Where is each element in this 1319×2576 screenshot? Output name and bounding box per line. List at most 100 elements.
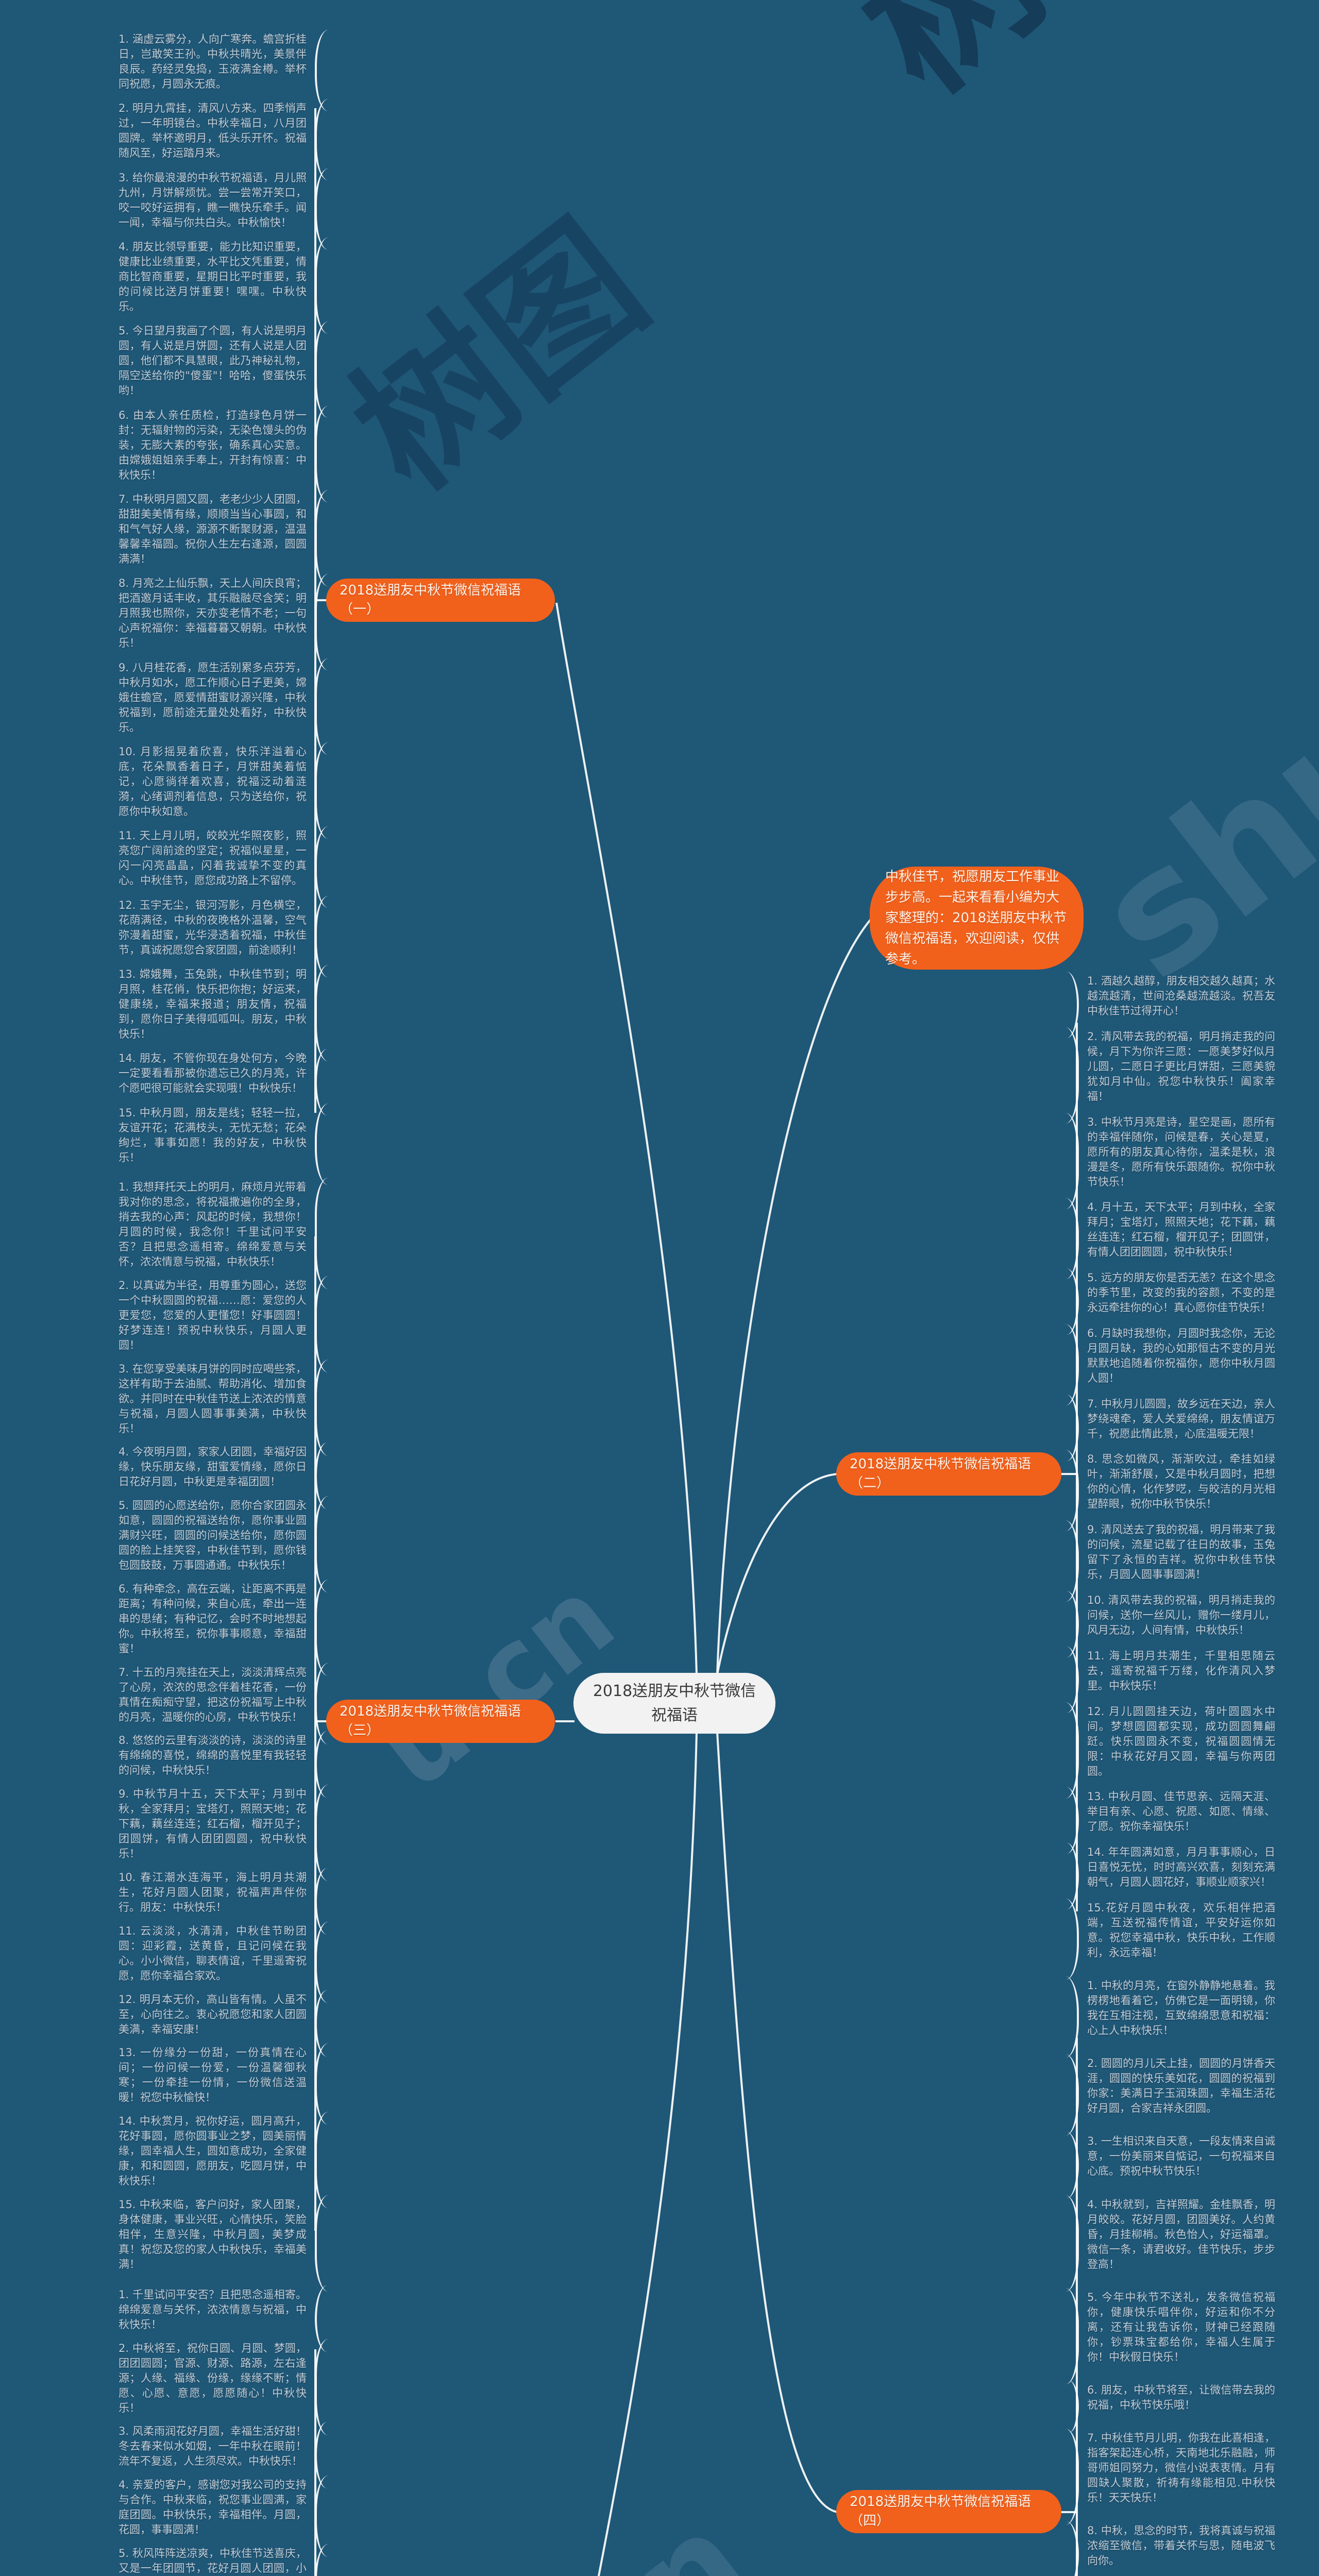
greeting-text: 15. 中秋月圆，朋友是线；轻轻一拉，友谊开花；花满枝头，无忧无愁；花朵绚烂，事…: [119, 1106, 307, 1164]
greeting-item: 3. 给你最浪漫的中秋节祝福语，月儿照九州，月饼解烦忧。尝一尝常开笑口，咬一咬好…: [119, 168, 317, 250]
greeting-item: 3. 一生相识来自天意，一段友情来自诚意，一份美丽来自惦记，一句祝福来自心底。预…: [1077, 2132, 1275, 2199]
branch-connector-arc: [1063, 2132, 1079, 2199]
branch-connector-arc: [1063, 1843, 1079, 1910]
greeting-item: 1. 中秋的月亮，在窗外静静地悬着。我楞楞地看着它，仿佛它是一面明镜，你我在互相…: [1077, 1976, 1275, 2058]
greeting-item: 4. 亲爱的客户，感谢您对我公司的支持与合作。中秋来临，祝您事业圆满，家庭团圆。…: [119, 2476, 317, 2557]
branch-connector-arc: [315, 321, 330, 418]
greeting-text: 10. 月影摇晃着欣喜，快乐洋溢着心底，花朵飘香着日子，月饼甜美着惦记，心愿徜徉…: [119, 745, 307, 818]
branch-node-2[interactable]: 2018送朋友中秋节微信祝福语（二）: [836, 1452, 1061, 1496]
branch5-items-column: 1. 千里试问平安否？且把思念遥相寄。绵绵爱意与关怀，浓浓情意与祝福，中秋快乐！…: [119, 2285, 317, 2576]
greeting-item: 7. 十五的月亮挂在天上，淡淡清辉点亮了心房，浓浓的思念伴着桂花香，一份真情在痴…: [119, 1663, 317, 1744]
connector-center-to-branch4: [716, 1732, 838, 2513]
branch-connector-arc: [315, 1579, 330, 1676]
branch-connector-arc: [315, 99, 330, 181]
greeting-item: 4. 朋友比领导重要，能力比知识重要，健康比业绩重要，水平比文凭重要，情商比智商…: [119, 238, 317, 334]
greeting-text: 13. 嫦娥舞，玉兔跳，中秋佳节到；明月照，桂花俏，快乐把你抱；好运来，健康绕，…: [119, 968, 307, 1041]
branch-connector-arc: [315, 2476, 330, 2557]
branch-connector-arc: [1063, 2287, 1079, 2384]
greeting-text: 2. 明月九霄挂，清风八方来。四季悄声过，一年明镜台。中秋幸福日，八月团圆牌。举…: [119, 102, 307, 160]
intro-node[interactable]: 中秋佳节，祝愿朋友工作事业步步高。一起来看看小编为大家整理的：2018送朋友中秋…: [870, 867, 1084, 970]
greeting-item: 8. 思念如微风，渐渐吹过，牵挂如绿叶，渐渐舒展，又是中秋月圆时，把想你的心情，…: [1077, 1450, 1275, 1532]
branch-connector-arc: [1063, 1787, 1079, 1854]
branch-connector-arc: [1063, 1027, 1079, 1124]
branch-connector-arc: [315, 2338, 330, 2435]
greeting-item: 5. 秋风阵阵送凉爽，中秋佳节送喜庆，又是一年团圆节，花好月圆人团圆，小小微信把…: [119, 2544, 317, 2576]
branch-node-3[interactable]: 2018送朋友中秋节微信祝福语（三）: [326, 1700, 555, 1743]
greeting-item: 7. 中秋月儿圆圆，故乡远在天边，亲人梦绕魂牵，爱人关爱绵绵，朋友情谊万千，祝愿…: [1077, 1394, 1275, 1461]
greeting-text: 6. 朋友，中秋节将至，让微信带去我的祝福，中秋节快乐哦！: [1087, 2384, 1275, 2412]
greeting-text: 11. 海上明月共潮生，千里相思随云去，遥寄祝福千万缕，化作清风入梦里。中秋快乐…: [1087, 1649, 1275, 1692]
greeting-item: 12. 明月本无价，高山皆有情。人虽不至，心向往之。衷心祝愿您和家人团圆美满，幸…: [119, 1990, 317, 2057]
greeting-text: 6. 有种牵念，高在云端，让距离不再是距离；有种问候，来自心底，牵出一连串的思绪…: [119, 1582, 307, 1655]
branch-connector-arc: [315, 1276, 330, 1372]
greeting-text: 3. 风柔雨润花好月圆，幸福生活好甜！冬去春来似水如烟，一年中秋在眼前！流年不复…: [119, 2425, 307, 2468]
greeting-text: 4. 亲爱的客户，感谢您对我公司的支持与合作。中秋来临，祝您事业圆满，家庭团圆。…: [119, 2479, 307, 2536]
greeting-text: 8. 中秋，思念的时节，我将真诚与祝福浓缩至微信，带着关怀与思，随电波飞向你。: [1087, 2524, 1275, 2567]
greeting-item: 2. 以真诚为半径，用尊重为圆心，送您一个中秋圆圆的祝福……愿：爱您的人更爱您，…: [119, 1276, 317, 1372]
greeting-item: 15. 中秋来临，客户问好，家人团聚，身体健康，事业兴旺，心情快乐，笑脸相伴，生…: [119, 2195, 317, 2292]
branch-connector-arc: [315, 826, 330, 908]
branch-connector-arc: [315, 1731, 330, 1798]
greeting-text: 5. 圆圆的心愿送给你，愿你合家团圆永如意，圆圆的祝福送给你，愿你事业圆满财兴旺…: [119, 1499, 307, 1572]
branch-connector-arc: [315, 2112, 330, 2209]
branch2-items-column: 1. 酒越久越醇，朋友相交越久越真；水越流越清，世间沧桑越流越淡。祝吾友中秋佳节…: [1077, 972, 1275, 1980]
greeting-item: 6. 朋友，中秋节将至，让微信带去我的祝福，中秋节快乐哦！: [1077, 2381, 1275, 2433]
greeting-text: 15.花好月圆中秋夜，欢乐相伴把酒端，互送祝福传情谊，平安好运你如意。祝您幸福中…: [1087, 1901, 1275, 1959]
branch-connector-arc: [1063, 1450, 1079, 1532]
greeting-text: 2. 圆圆的月儿天上挂，圆圆的月饼香天涯，圆圆的快乐美如花，圆圆的祝福到你家：美…: [1087, 2057, 1275, 2115]
greeting-item: 11. 海上明月共潮生，千里相思随云去，遥寄祝福千万缕，化作清风入梦里。中秋快乐…: [1077, 1646, 1275, 1713]
greeting-item: 9. 清风送去了我的祝福，明月带来了我的问候，流星记载了往日的故事，玉兔留下了永…: [1077, 1520, 1275, 1602]
greeting-text: 5. 秋风阵阵送凉爽，中秋佳节送喜庆，又是一年团圆节，花好月圆人团圆，小小微信把…: [119, 2547, 307, 2574]
greeting-text: 4. 朋友比领导重要，能力比知识重要，健康比业绩重要，水平比文凭重要，情商比智商…: [119, 241, 307, 313]
connector-center-to-intro: [716, 917, 873, 1675]
greeting-text: 12. 月儿圆圆挂天边，荷叶圆圆水中间。梦想圆圆都实现，成功圆圆舞翩跹。快乐圆圆…: [1087, 1705, 1275, 1777]
greeting-item: 10. 清风带去我的祝福，明月捎走我的问候，送你一丝风儿，赠你一缕月儿，风月无边…: [1077, 1591, 1275, 1658]
branch-connector-arc: [315, 1921, 330, 2003]
center-topic-node[interactable]: 2018送朋友中秋节微信祝福语: [573, 1673, 775, 1734]
greeting-text: 6. 月缺时我想你，月圆时我念你，无论月圆月缺，我的心如那恒古不变的月光默默地追…: [1087, 1327, 1275, 1384]
branch-connector-arc: [315, 405, 330, 502]
branch-connector-arc: [315, 1359, 330, 1456]
greeting-item: 1. 涵虚云雾分，人向广寒奔。蟾宫折桂日，岂敢笑王孙。中秋共晴光，美景伴良辰。药…: [119, 30, 317, 111]
greeting-text: 1. 我想拜托天上的明月，麻烦月光带着我对你的思念，将祝福撒遍你的全身，捎去我的…: [119, 1181, 307, 1268]
branch-connector-arc: [315, 2043, 330, 2125]
branch-connector-arc: [1063, 2429, 1079, 2526]
greeting-text: 4. 中秋就到，吉祥照耀。金桂飘香，明月皎皎。花好月圆，团圆美好。人约黄昏，月挂…: [1087, 2198, 1275, 2270]
greeting-item: 4. 今夜明月圆，家家人团圆，幸福好因缘，快乐朋友缘，甜蜜爱情缘，愿你日日花好月…: [119, 1443, 317, 1510]
greeting-text: 14. 年年圆满如意，月月事事顺心，日日喜悦无忧，时时高兴欢喜，刻刻充满朝气，月…: [1087, 1846, 1275, 1889]
greeting-text: 1. 涵虚云雾分，人向广寒奔。蟾宫折桂日，岂敢笑王孙。中秋共晴光，美景伴良辰。药…: [119, 33, 307, 90]
branch-connector-arc: [315, 1103, 330, 1185]
greeting-text: 4. 今夜明月圆，家家人团圆，幸福好因缘，快乐朋友缘，甜蜜爱情缘，愿你日日花好月…: [119, 1446, 307, 1488]
branch-connector-arc: [315, 490, 330, 587]
branch-connector-arc: [1063, 1268, 1079, 1335]
greeting-text: 12. 明月本无价，高山皆有情。人虽不至，心向往之。衷心祝愿您和家人团圆美满，幸…: [119, 1993, 307, 2036]
greeting-item: 1. 我想拜托天上的明月，麻烦月光带着我对你的思念，将祝福撒遍你的全身，捎去我的…: [119, 1178, 317, 1289]
greeting-item: 11. 天上月儿明，皎皎光华照夜影，照亮您广阔前途的坚定；祝福似星星，一闪一闪亮…: [119, 826, 317, 908]
greeting-item: 5. 今日望月我画了个圆，有人说是明月圆，有人说是月饼圆，还有人说是人团圆，他们…: [119, 321, 317, 418]
greeting-text: 2. 中秋将至，祝你日圆、月圆、梦圆，团团圆圆；官源、财源、路源，左右逢源；人缘…: [119, 2342, 307, 2414]
branch-node-4[interactable]: 2018送朋友中秋节微信祝福语（四）: [836, 2490, 1061, 2533]
branch-node-1[interactable]: 2018送朋友中秋节微信祝福语（一）: [326, 579, 555, 622]
greeting-text: 1. 千里试问平安否？且把思念遥相寄。绵绵爱意与关怀，浓浓情意与祝福，中秋快乐！: [119, 2289, 307, 2331]
greeting-text: 1. 酒越久越醇，朋友相交越久越真；水越流越清，世间沧桑越流越淡。祝吾友中秋佳节…: [1087, 975, 1275, 1017]
greeting-item: 3. 风柔雨润花好月圆，幸福生活好甜！冬去春来似水如烟，一年中秋在眼前！流年不复…: [119, 2422, 317, 2489]
branch1-items-column: 1. 涵虚云雾分，人向广寒奔。蟾宫折桂日，岂敢笑王孙。中秋共晴光，美景伴良辰。药…: [119, 30, 317, 1185]
branch-connector-arc: [1063, 1591, 1079, 1658]
greeting-item: 13. 中秋月圆、佳节思亲、远隔天涯、举目有亲、心愿、祝愿、如愿、情缘、了愿。祝…: [1077, 1787, 1275, 1854]
greeting-text: 13. 中秋月圆、佳节思亲、远隔天涯、举目有亲、心愿、祝愿、如愿、情缘、了愿。祝…: [1087, 1790, 1275, 1833]
greeting-text: 6. 由本人亲任质检，打造绿色月饼一封：无辐射物的污染，无染色馒头的伪装，无膨大…: [119, 409, 307, 481]
greeting-item: 5. 圆圆的心愿送给你，愿你合家团圆永如意，圆圆的祝福送给你，愿你事业圆满财兴旺…: [119, 1496, 317, 1593]
branch-connector-arc: [315, 238, 330, 334]
greeting-text: 2. 清风带去我的祝福，明月捎走我的问候，月下为你许三愿：一愿美梦好似月儿圆，二…: [1087, 1030, 1275, 1103]
connector-center-to-branch5: [598, 1732, 698, 2576]
branch-connector-arc: [315, 742, 330, 839]
greeting-item: 2. 明月九霄挂，清风八方来。四季悄声过，一年明镜台。中秋幸福日，八月团圆牌。举…: [119, 99, 317, 181]
greeting-item: 4. 中秋就到，吉祥照耀。金桂飘香，明月皎皎。花好月圆，团圆美好。人约黄昏，月挂…: [1077, 2195, 1275, 2292]
greeting-text: 3. 一生相识来自天意，一段友情来自诚意，一份美丽来自惦记，一句祝福来自心底。预…: [1087, 2135, 1275, 2178]
greeting-item: 3. 中秋节月亮是诗，星空是画，愿所有的幸福伴随你，问候是春，关心是夏，愿所有的…: [1077, 1112, 1275, 1209]
greeting-item: 15.花好月圆中秋夜，欢乐相伴把酒端，互送祝福传情谊，平安好运你如意。祝您幸福中…: [1077, 1898, 1275, 1980]
branch-connector-arc: [1063, 1394, 1079, 1461]
greeting-text: 11. 天上月儿明，皎皎光华照夜影，照亮您广阔前途的坚定；祝福似星星，一闪一闪亮…: [119, 829, 307, 887]
greeting-item: 14. 年年圆满如意，月月事事顺心，日日喜悦无忧，时时高兴欢喜，刻刻充满朝气，月…: [1077, 1843, 1275, 1910]
branch3-items-column: 1. 我想拜托天上的明月，麻烦月光带着我对你的思念，将祝福撒遍你的全身，捎去我的…: [119, 1178, 317, 2292]
